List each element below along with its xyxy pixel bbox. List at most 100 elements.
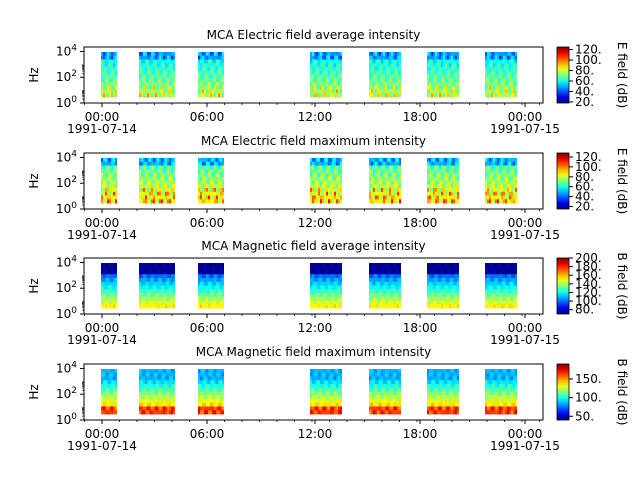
heatmap-cell bbox=[139, 293, 141, 298]
heatmap-cell bbox=[141, 270, 143, 275]
heatmap-cell bbox=[145, 78, 147, 83]
heatmap-cell bbox=[445, 82, 447, 87]
heatmap-cell bbox=[439, 173, 441, 178]
heatmap-cell bbox=[310, 399, 312, 404]
heatmap-cell bbox=[155, 369, 157, 374]
heatmap-cell bbox=[101, 410, 103, 415]
heatmap-cell bbox=[447, 266, 449, 271]
heatmap-cell bbox=[509, 158, 511, 163]
heatmap-cell bbox=[485, 173, 487, 178]
colorbar-tick-label: 80. bbox=[575, 64, 594, 78]
heatmap-cell bbox=[340, 274, 342, 279]
chart-title: MCA Electric field maximum intensity bbox=[201, 134, 426, 148]
heatmap-cell bbox=[435, 180, 437, 185]
heatmap-cell bbox=[381, 85, 383, 90]
heatmap-cell bbox=[441, 289, 443, 294]
heatmap-cell bbox=[451, 380, 453, 385]
heatmap-cell bbox=[214, 161, 216, 166]
heatmap-cell bbox=[485, 289, 487, 294]
heatmap-cell bbox=[379, 387, 381, 392]
heatmap-cell bbox=[143, 274, 145, 279]
colorbar-tick-label: 60. bbox=[575, 74, 594, 88]
heatmap-cell bbox=[485, 169, 487, 174]
heatmap-cell bbox=[155, 161, 157, 166]
heatmap-cell bbox=[115, 161, 117, 166]
heatmap-cell bbox=[109, 70, 111, 75]
heatmap-cell bbox=[141, 89, 143, 94]
heatmap-cell bbox=[501, 158, 503, 163]
heatmap-cell bbox=[445, 93, 447, 98]
heatmap-cell bbox=[155, 158, 157, 163]
heatmap-cell bbox=[204, 285, 206, 290]
heatmap-cell bbox=[198, 391, 200, 396]
heatmap-cell bbox=[143, 195, 145, 200]
heatmap-cell bbox=[509, 161, 511, 166]
heatmap-cell bbox=[113, 52, 115, 57]
heatmap-cell bbox=[139, 89, 141, 94]
heatmap-cell bbox=[220, 278, 222, 283]
heatmap-cell bbox=[212, 406, 214, 411]
heatmap-cell bbox=[395, 78, 397, 83]
heatmap-cell bbox=[208, 161, 210, 166]
heatmap-cell bbox=[171, 74, 173, 79]
heatmap-cell bbox=[393, 406, 395, 411]
heatmap-cell bbox=[318, 195, 320, 200]
heatmap-cell bbox=[499, 188, 501, 193]
heatmap-cell bbox=[389, 52, 391, 57]
heatmap-cell bbox=[206, 89, 208, 94]
heatmap-cell bbox=[220, 406, 222, 411]
heatmap-cell bbox=[387, 296, 389, 301]
heatmap-cell bbox=[161, 300, 163, 305]
heatmap-cell bbox=[167, 278, 169, 283]
heatmap-cell bbox=[139, 281, 141, 286]
heatmap-cell bbox=[431, 376, 433, 381]
heatmap-cell bbox=[397, 278, 399, 283]
heatmap-cell bbox=[332, 85, 334, 90]
heatmap-cell bbox=[220, 296, 222, 301]
heatmap-cell bbox=[316, 191, 318, 196]
heatmap-cell bbox=[391, 281, 393, 286]
heatmap-cell bbox=[159, 369, 161, 374]
heatmap-cell bbox=[373, 402, 375, 407]
heatmap-cell bbox=[222, 74, 224, 79]
heatmap-cell bbox=[497, 93, 499, 98]
heatmap-cell bbox=[320, 281, 322, 286]
heatmap-cell bbox=[163, 184, 165, 189]
heatmap-cell bbox=[107, 285, 109, 290]
heatmap-cell bbox=[385, 369, 387, 374]
heatmap-cell bbox=[139, 85, 141, 90]
heatmap-cell bbox=[443, 402, 445, 407]
heatmap-cell bbox=[505, 300, 507, 305]
heatmap-cell bbox=[441, 195, 443, 200]
heatmap-cell bbox=[435, 304, 437, 309]
heatmap-cell bbox=[379, 67, 381, 72]
heatmap-cell bbox=[214, 399, 216, 404]
heatmap-cell bbox=[431, 169, 433, 174]
heatmap-cell bbox=[147, 281, 149, 286]
heatmap-cell bbox=[391, 278, 393, 283]
heatmap-cell bbox=[220, 293, 222, 298]
heatmap-cell bbox=[111, 93, 113, 98]
heatmap-cell bbox=[222, 161, 224, 166]
heatmap-cell bbox=[429, 395, 431, 400]
heatmap-cell bbox=[314, 274, 316, 279]
heatmap-cell bbox=[222, 270, 224, 275]
heatmap-cell bbox=[101, 158, 103, 163]
heatmap-cell bbox=[105, 387, 107, 392]
heatmap-cell bbox=[163, 300, 165, 305]
heatmap-cell bbox=[218, 406, 220, 411]
heatmap-cell bbox=[208, 285, 210, 290]
heatmap-cell bbox=[157, 395, 159, 400]
heatmap-cell bbox=[445, 78, 447, 83]
heatmap-cell bbox=[111, 380, 113, 385]
heatmap-cell bbox=[371, 376, 373, 381]
heatmap-cell bbox=[338, 281, 340, 286]
heatmap-cell bbox=[115, 293, 117, 298]
heatmap-cell bbox=[153, 63, 155, 68]
heatmap-cell bbox=[340, 270, 342, 275]
heatmap-cell bbox=[163, 199, 165, 204]
heatmap-cell bbox=[431, 161, 433, 166]
heatmap-cell bbox=[375, 384, 377, 389]
heatmap-cell bbox=[387, 78, 389, 83]
heatmap-cell bbox=[139, 180, 141, 185]
